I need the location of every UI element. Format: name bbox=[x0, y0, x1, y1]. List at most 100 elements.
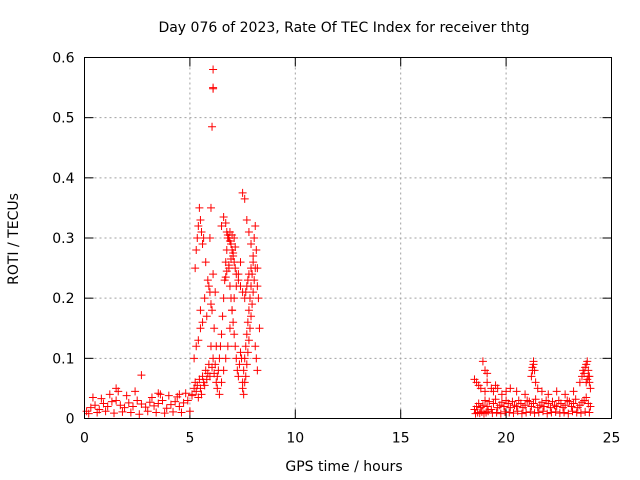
data-point bbox=[478, 357, 487, 366]
data-point bbox=[206, 300, 215, 309]
data-point bbox=[192, 246, 201, 255]
data-point bbox=[141, 403, 150, 412]
data-point bbox=[506, 384, 515, 393]
data-point bbox=[221, 273, 230, 282]
data-point bbox=[493, 384, 502, 393]
data-points bbox=[82, 65, 595, 419]
data-point bbox=[582, 393, 591, 402]
data-point bbox=[194, 221, 203, 230]
data-point bbox=[137, 400, 146, 409]
data-point bbox=[255, 324, 264, 333]
data-point bbox=[501, 407, 510, 416]
data-point bbox=[550, 401, 559, 410]
data-point bbox=[201, 258, 210, 267]
data-point bbox=[529, 360, 538, 369]
data-point bbox=[84, 409, 93, 418]
data-point bbox=[208, 122, 217, 131]
data-point bbox=[219, 366, 228, 375]
data-point bbox=[198, 240, 207, 249]
data-point bbox=[481, 387, 490, 396]
x-tick-label: 5 bbox=[185, 431, 194, 447]
data-point bbox=[216, 342, 225, 351]
data-point bbox=[242, 282, 251, 291]
data-point bbox=[196, 324, 205, 333]
data-point bbox=[568, 407, 577, 416]
data-point bbox=[529, 399, 538, 408]
data-point bbox=[240, 294, 249, 303]
data-point bbox=[505, 408, 514, 417]
data-point bbox=[147, 393, 156, 402]
data-point bbox=[242, 360, 251, 369]
data-point bbox=[228, 306, 237, 315]
data-point bbox=[477, 407, 486, 416]
data-point bbox=[162, 404, 171, 413]
data-point bbox=[156, 390, 165, 399]
data-point bbox=[234, 372, 243, 381]
data-point bbox=[499, 402, 508, 411]
data-point bbox=[240, 378, 249, 387]
data-point bbox=[154, 399, 163, 408]
data-point bbox=[120, 403, 129, 412]
data-point bbox=[128, 402, 137, 411]
data-point bbox=[217, 378, 226, 387]
data-point bbox=[516, 399, 525, 408]
data-point bbox=[112, 396, 121, 405]
data-point bbox=[253, 366, 262, 375]
data-point bbox=[521, 401, 530, 410]
data-point bbox=[192, 387, 201, 396]
data-point bbox=[476, 384, 485, 393]
data-point bbox=[181, 389, 190, 398]
data-point bbox=[569, 399, 578, 408]
data-point bbox=[240, 354, 249, 363]
data-point bbox=[177, 408, 186, 417]
data-point bbox=[171, 397, 180, 406]
data-point bbox=[227, 255, 236, 264]
data-point bbox=[175, 402, 184, 411]
data-point bbox=[485, 397, 494, 406]
data-point bbox=[471, 409, 480, 418]
data-point bbox=[252, 246, 261, 255]
data-point bbox=[241, 342, 250, 351]
data-point bbox=[496, 409, 505, 418]
data-point bbox=[191, 264, 200, 273]
data-point bbox=[143, 407, 152, 416]
data-point bbox=[521, 390, 530, 399]
data-point bbox=[526, 407, 535, 416]
data-point bbox=[211, 360, 220, 369]
x-tick-label: 25 bbox=[603, 431, 621, 447]
data-point bbox=[556, 399, 565, 408]
data-point bbox=[103, 402, 112, 411]
data-point bbox=[530, 409, 539, 418]
data-point bbox=[473, 408, 482, 417]
data-point bbox=[195, 203, 204, 212]
data-point bbox=[205, 234, 214, 242]
data-point bbox=[247, 264, 256, 273]
data-point bbox=[158, 396, 167, 405]
data-point bbox=[583, 357, 592, 366]
data-point bbox=[196, 384, 205, 393]
data-point bbox=[154, 389, 163, 398]
data-point bbox=[546, 403, 555, 412]
data-point bbox=[122, 391, 131, 400]
data-point bbox=[475, 409, 484, 418]
y-tick-label: 0.5 bbox=[52, 111, 74, 127]
data-point bbox=[540, 402, 549, 411]
y-tick-label: 0.4 bbox=[52, 171, 74, 187]
data-point bbox=[254, 294, 263, 303]
data-point bbox=[101, 407, 110, 416]
chart-title: Day 076 of 2023, Rate Of TEC Index for r… bbox=[158, 20, 529, 36]
data-point bbox=[580, 369, 589, 378]
data-point bbox=[497, 398, 506, 407]
data-point bbox=[244, 270, 253, 279]
data-point bbox=[512, 387, 521, 396]
data-point bbox=[238, 188, 247, 197]
data-point bbox=[491, 395, 500, 404]
data-point bbox=[565, 397, 574, 406]
axis-ticks: 0 0.1 0.2 0.3 0.4 0.5 0.6 0 5 10 15 20 25 bbox=[52, 51, 620, 447]
data-point bbox=[563, 396, 572, 405]
data-point bbox=[194, 336, 203, 345]
data-point bbox=[489, 399, 498, 408]
data-point bbox=[198, 372, 207, 381]
x-tick-label: 20 bbox=[497, 431, 515, 447]
data-point bbox=[253, 282, 262, 291]
